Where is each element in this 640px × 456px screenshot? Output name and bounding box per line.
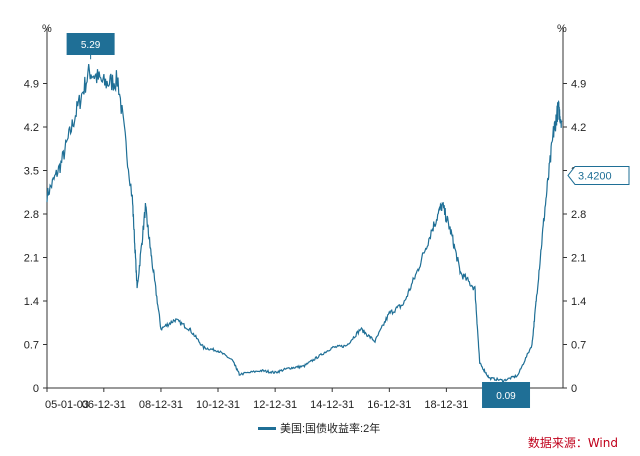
series-line — [46, 64, 563, 383]
last-value-box — [567, 165, 630, 185]
legend-label: 美国:国债收益率:2年 — [280, 423, 381, 435]
y-tick-label-right: 0.7 — [571, 340, 586, 352]
x-tick-label: 14-12-31 — [310, 399, 354, 411]
y-tick-label-right: 1.4 — [571, 296, 586, 308]
x-tick-label: 10-12-31 — [196, 399, 240, 411]
legend-swatch — [258, 426, 276, 430]
y-unit-right: % — [557, 23, 567, 35]
x-tick-label: 16-12-31 — [367, 399, 411, 411]
y-unit-left: % — [42, 23, 52, 35]
y-tick-label-left: 0.7 — [24, 340, 39, 352]
x-tick-label: 12-12-31 — [253, 399, 297, 411]
y-tick-label-right: 0 — [571, 383, 577, 395]
y-axis-left: % 0 0.7 1.4 2.1 2.8 3.5 4.2 4.9 — [24, 23, 52, 395]
y-axis-right: %00.71.42.12.83.54.24.9 — [557, 23, 586, 395]
y-tick-label-left: 0 — [33, 383, 39, 395]
y-tick-label-left: 2.1 — [24, 253, 39, 265]
plot-area — [46, 64, 563, 383]
y-tick-label-left: 2.8 — [24, 209, 39, 221]
y-tick-label-right: 2.8 — [571, 209, 586, 221]
y-tick-label-left: 4.2 — [24, 122, 39, 134]
max-callout-label: 5.29 — [81, 40, 101, 51]
legend: 美国:国债收益率:2年 — [258, 420, 380, 436]
max-callout-box — [66, 33, 115, 55]
x-tick-label: 05-01-03 — [45, 399, 89, 411]
min-callout-box — [482, 382, 531, 408]
min-callout-label: 0.09 — [496, 391, 516, 402]
y-tick-label-left: 3.5 — [24, 166, 39, 178]
x-tick-label: 06-12-31 — [82, 399, 126, 411]
x-tick-label: 18-12-31 — [424, 399, 468, 411]
y-tick-label-right: 4.2 — [571, 122, 586, 134]
callouts: 5.29 0.09 3.4200 — [66, 33, 630, 408]
y-tick-label-left: 4.9 — [24, 79, 39, 91]
source-note: 数据来源：Wind — [527, 436, 618, 450]
y-tick-label-left: 1.4 — [24, 296, 39, 308]
last-value-label: 3.4200 — [578, 170, 612, 182]
x-tick-label: 08-12-31 — [139, 399, 183, 411]
y-tick-label-right: 4.9 — [571, 79, 586, 91]
y-tick-label-right: 2.1 — [571, 253, 586, 265]
